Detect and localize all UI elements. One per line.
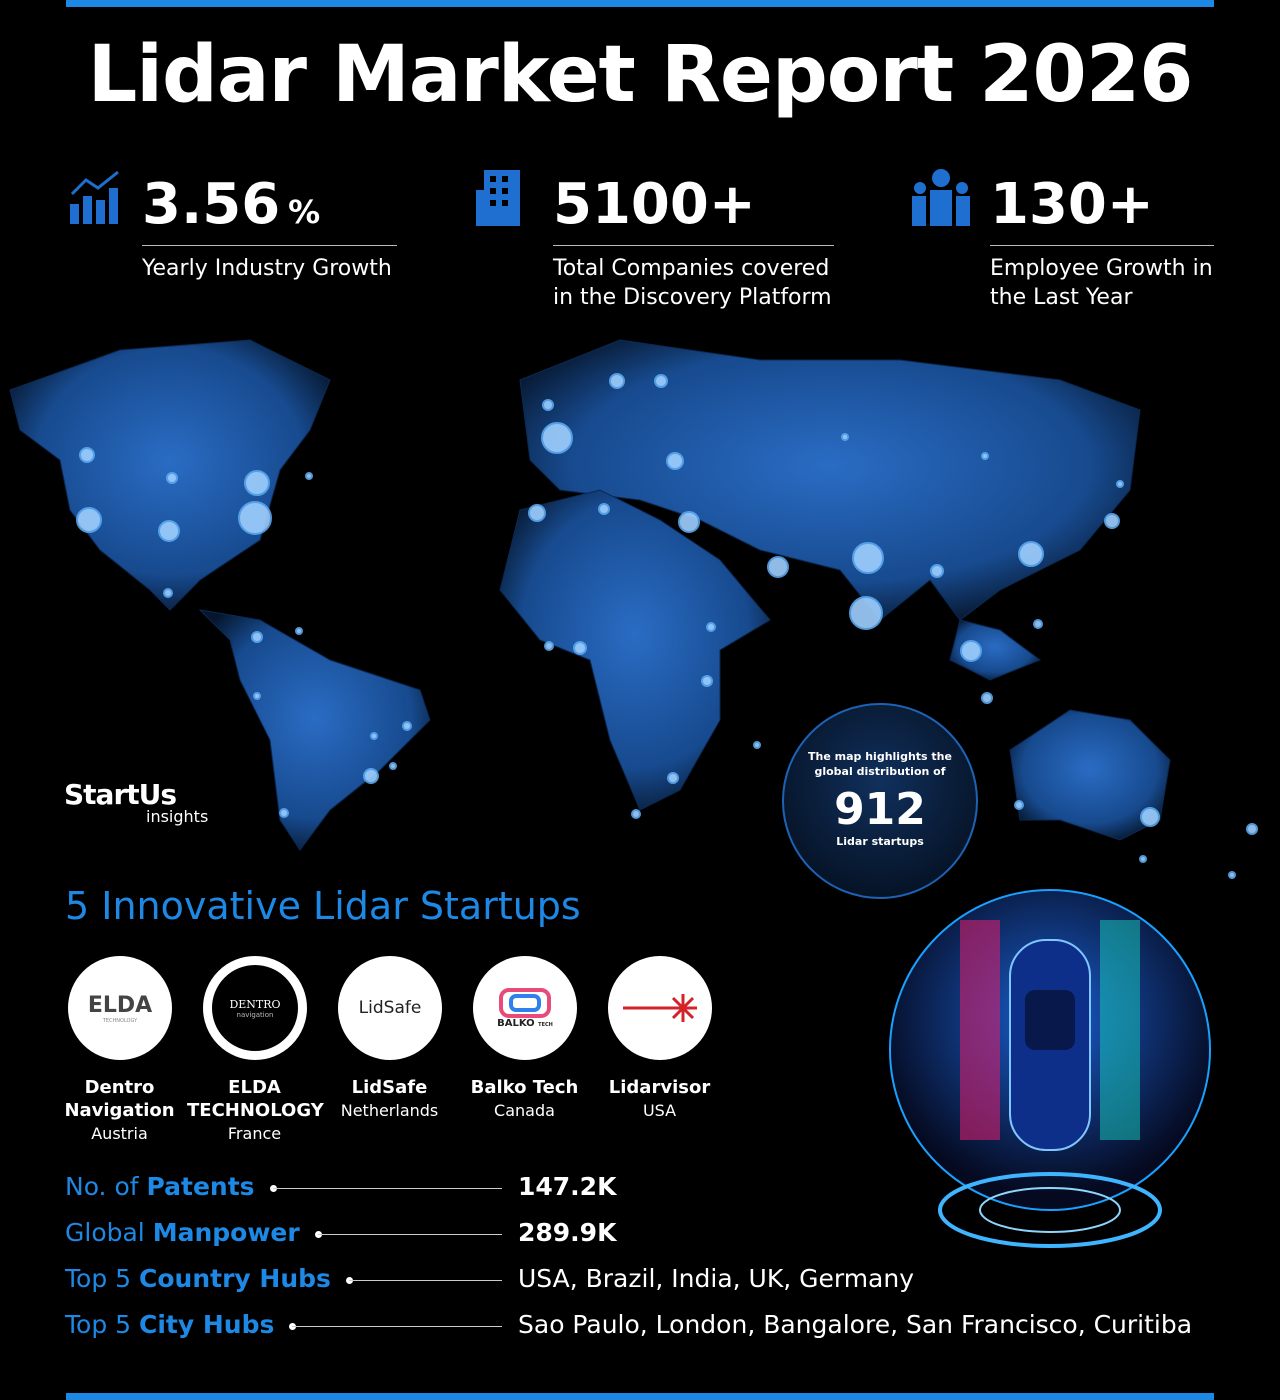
logo-sub: navigation xyxy=(236,1010,274,1019)
building-icon xyxy=(476,170,520,226)
fact-value: 147.2K xyxy=(518,1172,617,1201)
bottom-bar xyxy=(66,1393,1214,1400)
rule xyxy=(553,245,834,246)
stat-label: Total Companies covered in the Discovery… xyxy=(553,256,832,310)
fact-prefix: No. of xyxy=(65,1172,147,1201)
rule xyxy=(142,245,397,246)
stat-value: 5100+ xyxy=(553,172,756,237)
fact-prefix: Top 5 xyxy=(65,1264,139,1293)
fact-label: Top 5 City Hubs xyxy=(65,1310,274,1339)
stat-label: Yearly Industry Growth xyxy=(142,256,392,281)
leader-line xyxy=(272,1188,502,1189)
fact-value: USA, Brazil, India, UK, Germany xyxy=(518,1264,915,1293)
world-map xyxy=(9,339,1258,879)
logo-text: ELDA xyxy=(87,992,153,1018)
fact-key: Manpower xyxy=(152,1218,300,1247)
logo-text: LidSafe xyxy=(358,998,422,1018)
logo-text: DENTRO xyxy=(229,997,281,1011)
leader-line xyxy=(348,1280,502,1281)
callout-note: The map highlights the global distributi… xyxy=(808,750,952,778)
fact-prefix: Top 5 xyxy=(65,1310,139,1339)
callout-label: Lidar startups xyxy=(836,835,924,848)
startup-logo: DENTRO navigation xyxy=(203,956,307,1060)
logo-text: BALKO TECH xyxy=(497,1017,553,1029)
startup-logo xyxy=(608,956,712,1060)
startup-name: Balko Tech Canada xyxy=(470,1077,579,1120)
startup-name: Dentro Navigation Austria xyxy=(64,1077,175,1143)
people-icon xyxy=(912,169,970,226)
section-title: 5 Innovative Lidar Startups xyxy=(65,884,581,928)
startup-name: LidSafe Netherlands xyxy=(340,1077,439,1120)
startup-name: Lidarvisor USA xyxy=(608,1077,711,1120)
fact-key: Patents xyxy=(146,1172,255,1201)
fact-key: Country Hubs xyxy=(139,1264,331,1293)
leader-line xyxy=(292,1326,502,1327)
logo-mark xyxy=(623,994,697,1022)
fact-value: 289.9K xyxy=(518,1218,617,1247)
brand-sub: insights xyxy=(146,807,209,826)
rule xyxy=(990,245,1214,246)
startup-name: ELDA TECHNOLOGY France xyxy=(187,1077,324,1143)
top-bar xyxy=(66,0,1214,7)
growth-icon xyxy=(70,170,119,224)
brand-name: StartUs xyxy=(64,778,177,811)
logo-sub: TECHNOLOGY xyxy=(102,1017,138,1024)
logo-mark xyxy=(499,987,551,1018)
title: Lidar Market Report 2026 xyxy=(87,30,1194,120)
fact-label: Top 5 Country Hubs xyxy=(65,1264,331,1293)
startup-logo: ELDA TECHNOLOGY xyxy=(68,956,172,1060)
fact-prefix: Global xyxy=(65,1218,153,1247)
leader-line xyxy=(317,1234,502,1235)
fact-value: Sao Paulo, London, Bangalore, San Franci… xyxy=(518,1310,1193,1339)
callout-count: 912 xyxy=(834,784,926,835)
brand-logo: StartUs insights xyxy=(64,778,208,826)
startup-logo: BALKO TECH xyxy=(473,956,577,1060)
fact-label: Global Manpower xyxy=(65,1218,300,1247)
car-illustration xyxy=(889,889,1211,1248)
fact-label: No. of Patents xyxy=(65,1172,255,1201)
stat-label: Employee Growth in the Last Year xyxy=(990,256,1213,310)
stat-value: 3.56% xyxy=(142,172,321,237)
stat-value: 130+ xyxy=(990,172,1154,237)
map-callout: The map highlights the global distributi… xyxy=(782,703,978,899)
fact-key: City Hubs xyxy=(139,1310,275,1339)
startup-logo: LidSafe xyxy=(338,956,442,1060)
